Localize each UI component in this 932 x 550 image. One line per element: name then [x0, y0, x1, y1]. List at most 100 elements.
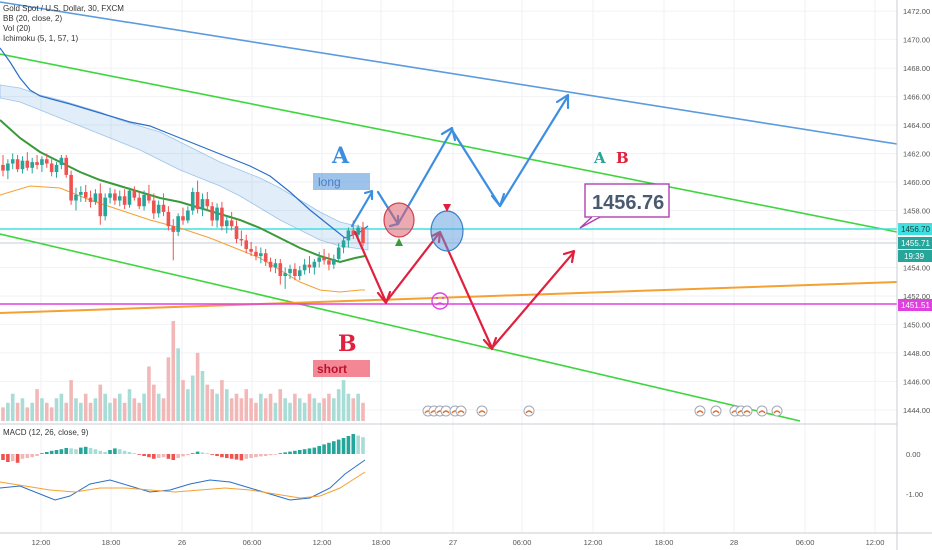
macd-histogram-bar: [327, 442, 331, 454]
candle: [346, 227, 351, 248]
volume-bar: [215, 393, 219, 421]
macd-histogram-bar: [88, 448, 93, 454]
volume-bar: [254, 402, 258, 421]
macd-indicator-label[interactable]: MACD (12, 26, close, 9): [3, 428, 89, 437]
macd-histogram-bar: [93, 449, 98, 454]
volume-bar: [244, 389, 249, 421]
volume-bar: [268, 393, 273, 421]
ichimoku-cloud: [0, 84, 369, 251]
volume-bar: [98, 384, 103, 421]
candle: [171, 219, 176, 261]
volume-bar: [79, 402, 83, 421]
volume-bar: [54, 398, 59, 421]
vol-indicator-label[interactable]: Vol (20): [3, 24, 31, 33]
macd-histogram-bar: [40, 453, 44, 454]
candle: [54, 162, 59, 178]
long-label-box: [313, 173, 370, 190]
volume-bar: [356, 393, 360, 421]
macd-histogram-bar: [59, 449, 64, 454]
event-icon[interactable]: [771, 405, 783, 417]
time-tick-label: 18:00: [102, 538, 121, 547]
macd-histogram-bar: [293, 450, 297, 454]
candle: [156, 200, 161, 218]
bb-upper-line: [0, 47, 369, 239]
volume-bar: [15, 402, 20, 421]
candle: [1, 154, 5, 177]
candle: [317, 251, 322, 268]
macd-histogram-bar: [268, 454, 273, 456]
volume-bar: [30, 402, 34, 421]
macd-histogram-bar: [336, 439, 341, 454]
macd-histogram-bar: [1, 454, 5, 460]
macd-histogram-bar: [147, 454, 151, 458]
target-price-text: 1456.76: [592, 192, 664, 214]
down-marker-icon: [443, 204, 451, 212]
candle: [20, 156, 25, 174]
volume-bar: [20, 398, 25, 421]
candle: [297, 266, 302, 281]
symbol-title[interactable]: Gold Spot / U.S. Dollar, 30, FXCM: [3, 4, 124, 13]
bb-indicator-label[interactable]: BB (20, close, 2): [3, 14, 63, 23]
macd-histogram-bar: [161, 454, 166, 458]
event-icon[interactable]: [710, 405, 722, 417]
volume-bar: [332, 398, 336, 421]
macd-histogram-bar: [64, 448, 69, 454]
volume-bar: [302, 402, 307, 421]
macd-pane: 0.00 -1.00: [0, 434, 923, 501]
volume-bar: [263, 398, 268, 421]
macd-histogram-bar: [263, 454, 268, 456]
volume-bar: [10, 393, 15, 421]
candle: [288, 264, 292, 279]
candle: [341, 236, 346, 254]
macd-histogram-bar: [142, 454, 146, 456]
candle: [254, 246, 258, 261]
candle: [229, 211, 234, 231]
event-icon[interactable]: [523, 405, 535, 417]
volume-bar: [200, 371, 205, 421]
lower-channel-line: [0, 233, 801, 422]
volume-bar: [293, 393, 297, 421]
event-icon[interactable]: [741, 405, 753, 417]
candle: [93, 189, 98, 205]
candle: [268, 257, 273, 272]
event-icon[interactable]: [476, 405, 488, 417]
volume-bar: [220, 380, 224, 421]
price-axis[interactable]: 1472.00 1470.00 1468.00 1466.00 1464.00 1462.…: [903, 7, 930, 415]
volume-bar: [234, 393, 239, 421]
macd-histogram-bar: [186, 454, 190, 456]
event-icons[interactable]: [422, 405, 783, 417]
volume-bar: [137, 402, 142, 421]
volume-bar: [64, 402, 69, 421]
macd-histogram-bar: [74, 449, 78, 454]
macd-histogram-bar: [234, 454, 239, 460]
candle: [336, 243, 341, 262]
volume-bar: [229, 398, 234, 421]
macd-histogram-bar: [346, 436, 351, 454]
event-icon[interactable]: [756, 405, 768, 417]
candle: [49, 159, 54, 177]
macd-histogram-bar: [356, 435, 360, 454]
event-icon[interactable]: [455, 405, 467, 417]
volume-bar: [249, 398, 253, 421]
price-tick-label: 1472.00: [903, 7, 930, 16]
candle: [283, 267, 287, 289]
time-axis[interactable]: 12:00 18:00 26 06:00 12:00 18:00 27 06:00 12:00 1…: [32, 538, 885, 547]
event-icon[interactable]: [694, 405, 706, 417]
ichimoku-indicator-label[interactable]: Ichimoku (5, 1, 57, 1): [3, 34, 79, 43]
candle: [273, 258, 278, 274]
ichimoku-base-line: [0, 185, 365, 293]
macd-histogram-bar: [312, 447, 317, 454]
macd-histogram-bar: [54, 450, 59, 454]
volume-bar: [224, 389, 229, 421]
macd-histogram-bar: [122, 450, 127, 454]
volume-bar: [113, 398, 117, 421]
price-tick-label: 1468.00: [903, 64, 930, 73]
price-tick-label: 1444.00: [903, 406, 930, 415]
macd-histogram-bar: [195, 451, 200, 454]
macd-histogram-bar: [224, 454, 229, 458]
volume-bar: [93, 398, 98, 421]
macd-histogram-bar: [283, 452, 287, 454]
macd-histogram-bar: [113, 448, 117, 454]
macd-histogram-bar: [20, 454, 25, 459]
